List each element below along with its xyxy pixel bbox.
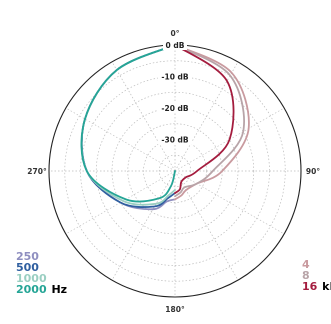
- radial-tick-bg: [158, 71, 192, 82]
- legend-item-1000: 1000: [16, 273, 67, 284]
- legend-label-4k: 4: [302, 258, 310, 271]
- angle-label: 90°: [306, 167, 320, 176]
- grid-spoke: [174, 61, 239, 172]
- grid-spoke: [111, 61, 176, 172]
- legend-item-500: 500: [16, 262, 67, 273]
- legend-label-250: 250: [16, 250, 39, 263]
- legend-label-1000: 1000: [16, 272, 47, 285]
- grid-spoke: [111, 170, 176, 281]
- legend-left: 250 500 1000 2000 Hz: [16, 251, 67, 295]
- grid-spoke: [174, 170, 239, 281]
- series-line-khz-4: [174, 44, 250, 201]
- legend-label-2000: 2000: [16, 283, 47, 296]
- legend-item-16k: 16 kHz: [302, 281, 331, 292]
- radial-tick-bg: [163, 40, 187, 50]
- radial-tick-label: 0 dB: [166, 41, 185, 50]
- grid-spoke: [174, 170, 285, 235]
- legend-right: 4 8 16 kHz: [302, 259, 331, 292]
- series-line-khz-8: [174, 44, 245, 198]
- grid-ring: [95, 91, 255, 251]
- legend-item-4k: 4: [302, 259, 331, 270]
- legend-label-500: 500: [16, 261, 39, 274]
- series-line-2000: [80, 44, 176, 203]
- polar-series: [80, 44, 250, 211]
- radial-tick-bg: [158, 103, 192, 113]
- legend-label-16k: 16: [302, 280, 318, 293]
- legend-item-8k: 8: [302, 270, 331, 281]
- legend-item-250: 250: [16, 251, 67, 262]
- radial-tick-label: -30 dB: [161, 136, 189, 145]
- grid-ring: [158, 154, 192, 188]
- polar-labels: 0 dB -10 dB -20 dB -30 dB 0° 90° 180° 270°: [27, 29, 320, 314]
- legend-label-8k: 8: [302, 269, 310, 282]
- grid-ring: [64, 60, 286, 282]
- radial-tick-label: -10 dB: [161, 73, 189, 82]
- angle-label: 270°: [27, 167, 47, 176]
- legend-item-2000: 2000 Hz: [16, 284, 67, 295]
- legend-unit-khz: kHz: [322, 280, 331, 293]
- radial-tick-bg: [158, 134, 192, 145]
- grid-spoke: [65, 107, 176, 172]
- angle-label: 0°: [171, 29, 180, 38]
- series-line-khz-16: [174, 44, 235, 194]
- radial-tick-label: -20 dB: [161, 104, 189, 113]
- angle-label: 180°: [165, 305, 185, 314]
- legend-unit-hz: Hz: [51, 283, 68, 296]
